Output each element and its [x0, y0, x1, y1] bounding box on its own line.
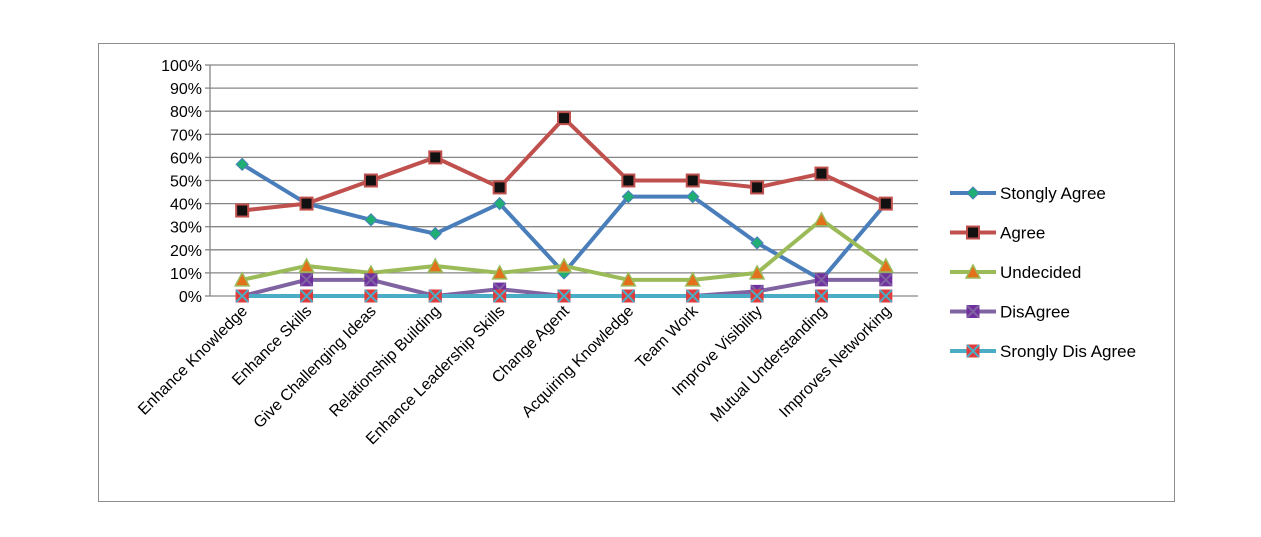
data-point [428, 150, 443, 165]
data-point [491, 264, 508, 280]
legend-item: Srongly Dis Agree [950, 342, 1136, 361]
x-tick-label: Enhance Leadership Skills [363, 303, 508, 448]
y-tick-label: 50% [170, 174, 202, 191]
data-point [814, 289, 829, 303]
data-point [364, 213, 378, 227]
legend-marker [966, 304, 980, 319]
legend-label: Agree [1000, 224, 1045, 243]
x-tick-label: Team Work [633, 302, 703, 372]
data-point [428, 289, 442, 303]
data-point [363, 173, 378, 188]
legend-item: Undecided [950, 263, 1081, 282]
data-point [878, 196, 893, 211]
legend-marker [966, 186, 980, 200]
data-point [621, 189, 636, 204]
data-point [685, 173, 700, 188]
data-point [813, 211, 830, 227]
y-tick-label: 80% [170, 104, 202, 121]
y-axis-tick-labels: 0% 10% 20% 30% 40% 50% 60% 70% 80% 90% 100% [161, 58, 202, 306]
series-line [241, 116, 887, 213]
data-point [686, 189, 700, 204]
y-tick-label: 30% [170, 220, 202, 237]
y-tick-label: 60% [170, 150, 202, 167]
data-point [492, 196, 507, 211]
data-point [235, 289, 249, 303]
data-point [557, 289, 571, 303]
data-point [879, 273, 893, 287]
y-tick-label: 90% [170, 81, 202, 98]
y-tick-label: 70% [170, 127, 202, 144]
data-point [364, 289, 378, 303]
data-point [621, 289, 636, 303]
data-point [299, 196, 314, 211]
legend: Stongly Agree Agree Undecided DisAgree Srong… [950, 184, 1136, 361]
x-tick-label: Improves Networking [776, 303, 894, 421]
data-point [750, 289, 764, 303]
legend-label: Stongly Agree [1000, 184, 1106, 203]
y-tick-label: 10% [170, 266, 202, 283]
legend-item: Agree [950, 224, 1045, 243]
data-point [299, 273, 314, 287]
x-tick-label: Mutual Understanding [708, 303, 831, 426]
x-tick-label: Acquiring Knowledge [519, 303, 637, 421]
data-point [492, 289, 507, 303]
data-point [621, 173, 636, 188]
y-tick-label: 40% [170, 197, 202, 214]
data-point [427, 257, 444, 273]
data-point [814, 166, 829, 181]
data-point [233, 271, 251, 287]
x-tick-label: Give Challenging Ideas [251, 303, 380, 432]
x-tick-label: Relationship Building [326, 303, 444, 421]
data-point [748, 264, 766, 280]
data-point [235, 203, 250, 218]
legend-item: DisAgree [950, 303, 1070, 322]
x-tick-label: Enhance Knowledge [135, 303, 251, 419]
legend-label: DisAgree [1000, 303, 1070, 322]
data-point [879, 289, 893, 303]
data-point [684, 271, 701, 287]
legend-marker [966, 225, 980, 240]
legend-label: Undecided [1000, 263, 1081, 282]
legend-marker [964, 263, 982, 279]
data-point [557, 111, 571, 126]
grid-lines [205, 64, 918, 297]
data-point [364, 273, 378, 287]
data-point [298, 257, 315, 273]
legend-item: Stongly Agree [950, 184, 1106, 203]
data-point [877, 257, 895, 273]
y-tick-label: 100% [161, 58, 202, 75]
data-point [750, 236, 764, 250]
data-point [620, 271, 637, 287]
data-point [686, 289, 700, 303]
data-point [492, 180, 507, 195]
y-tick-label: 20% [170, 243, 202, 260]
y-tick-label: 0% [179, 289, 202, 306]
series-lines [233, 111, 895, 303]
data-point [428, 226, 442, 241]
data-point [750, 180, 765, 195]
data-point [235, 157, 249, 172]
legend-label: Srongly Dis Agree [1000, 342, 1136, 361]
data-point [814, 273, 829, 287]
legend-marker [966, 344, 980, 358]
data-point [299, 289, 314, 303]
data-point [555, 257, 573, 273]
